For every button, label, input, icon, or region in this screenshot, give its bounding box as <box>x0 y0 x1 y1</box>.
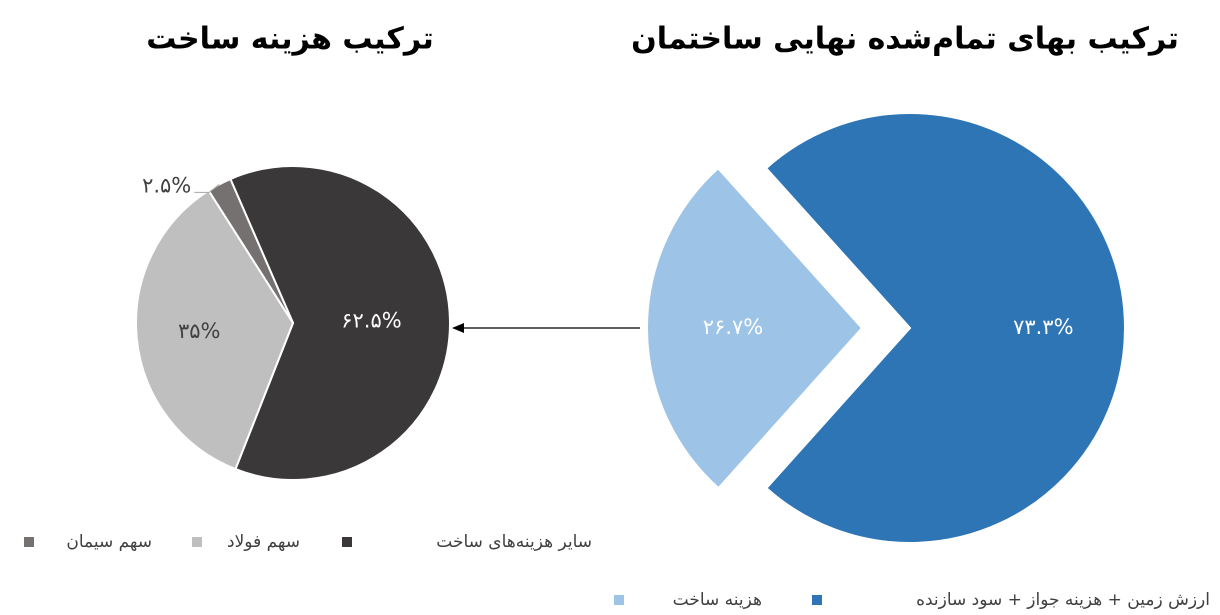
legend-label: هزینه ساخت <box>673 590 762 610</box>
arrow <box>452 323 640 333</box>
leader-line <box>194 183 220 193</box>
legend-label: سهم سیمان <box>66 532 152 552</box>
pie-slice <box>646 166 864 490</box>
chart-title: ترکیب هزینه ساخت <box>146 22 434 57</box>
pie-slice <box>764 112 1126 544</box>
legend-marker <box>342 537 352 547</box>
pie-slice <box>135 189 295 471</box>
legend-marker <box>192 537 202 547</box>
data-label: ۶۲.۵% <box>341 309 401 333</box>
data-label: ۳۵% <box>178 319 221 343</box>
legend-marker <box>614 595 624 605</box>
data-label: ۲۶.۷% <box>703 315 763 339</box>
legend-label: سایر هزینه‌های ساخت <box>436 532 592 552</box>
legend-label: سهم فولاد <box>227 532 300 552</box>
data-label: ۲.۵% <box>142 173 191 197</box>
data-label: ۷۳.۳% <box>1013 315 1073 339</box>
pie-slice <box>229 165 451 481</box>
legend-marker <box>812 595 822 605</box>
legend-marker <box>24 537 34 547</box>
legend-label: ارزش زمین + هزینه جواز + سود سازنده <box>916 590 1210 610</box>
chart-title: ترکیب بهای تمام‌شده نهایی ساختمان <box>631 22 1179 57</box>
